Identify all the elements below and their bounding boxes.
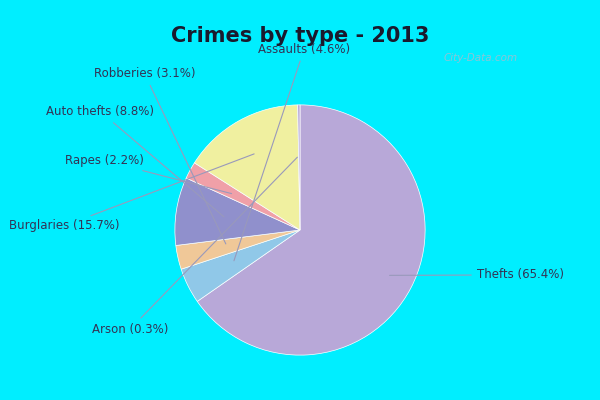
Wedge shape (176, 230, 300, 269)
Text: Robberies (3.1%): Robberies (3.1%) (94, 67, 226, 244)
Text: Rapes (2.2%): Rapes (2.2%) (65, 154, 232, 194)
Text: Crimes by type - 2013: Crimes by type - 2013 (171, 26, 429, 46)
Text: Burglaries (15.7%): Burglaries (15.7%) (8, 154, 254, 232)
Text: Assaults (4.6%): Assaults (4.6%) (234, 43, 350, 261)
Wedge shape (175, 178, 300, 246)
Wedge shape (298, 105, 300, 230)
Wedge shape (197, 105, 425, 355)
Text: Arson (0.3%): Arson (0.3%) (92, 157, 298, 336)
Text: Auto thefts (8.8%): Auto thefts (8.8%) (46, 105, 224, 217)
Text: Thefts (65.4%): Thefts (65.4%) (389, 268, 564, 281)
Wedge shape (194, 105, 300, 230)
Wedge shape (186, 163, 300, 230)
Text: City-Data.com: City-Data.com (443, 53, 518, 63)
Wedge shape (181, 230, 300, 301)
